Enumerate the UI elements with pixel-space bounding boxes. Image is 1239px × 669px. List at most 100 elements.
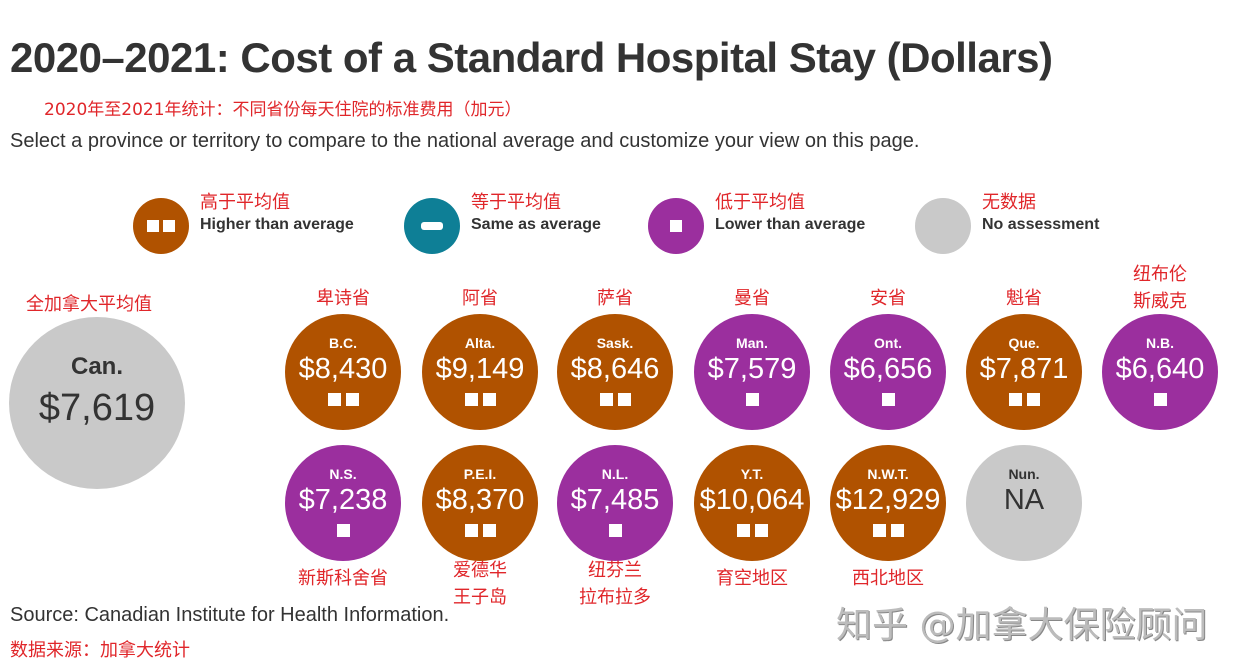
bubble-ns[interactable]: N.S. $7,238 xyxy=(285,445,401,561)
square-icon xyxy=(147,220,159,232)
square-icon xyxy=(736,524,750,537)
bubble-ont[interactable]: Ont. $6,656 xyxy=(830,314,946,430)
square-icon xyxy=(345,393,359,406)
square-icon xyxy=(482,524,496,537)
square-icon xyxy=(617,393,631,406)
region-label-chinese: 爱德华 王子岛 xyxy=(453,560,507,608)
square-icon xyxy=(327,393,341,406)
region-value: $6,640 xyxy=(1115,353,1205,385)
region-label-chinese: 纽芬兰 拉布拉多 xyxy=(579,560,651,608)
square-icon xyxy=(881,393,895,406)
region-value: $9,149 xyxy=(435,353,525,385)
region-abbr: Ont. xyxy=(874,335,902,351)
region-label-chinese: 西北地区 xyxy=(852,568,924,589)
bubble-nb[interactable]: N.B. $6,640 xyxy=(1102,314,1218,430)
square-icon xyxy=(1153,393,1167,406)
square-icon xyxy=(1008,393,1022,406)
region-label-chinese: 安省 xyxy=(870,288,906,309)
square-icon xyxy=(482,393,496,406)
legend-higher-label-chinese: 高于平均值 xyxy=(200,192,290,213)
bubble-yt[interactable]: Y.T. $10,064 xyxy=(694,445,810,561)
region-abbr: N.B. xyxy=(1146,335,1174,351)
square-icon xyxy=(608,524,622,537)
status-marks xyxy=(285,524,401,537)
subtitle-chinese: 2020年至2021年统计：不同省份每天住院的标准费用（加元） xyxy=(44,100,522,120)
region-value: $12,929 xyxy=(835,484,941,516)
region-value: $7,485 xyxy=(570,484,660,516)
square-icon xyxy=(872,524,886,537)
source-text-chinese: 数据来源：加拿大统计 xyxy=(10,640,190,661)
legend-lower-circle xyxy=(648,198,704,254)
region-value: $6,656 xyxy=(843,353,933,385)
status-marks xyxy=(557,393,673,406)
region-label-chinese: 育空地区 xyxy=(716,568,788,589)
region-abbr: Alta. xyxy=(464,335,496,351)
legend-same-circle xyxy=(404,198,460,254)
status-marks xyxy=(830,393,946,406)
bubble-nl[interactable]: N.L. $7,485 xyxy=(557,445,673,561)
status-marks xyxy=(1102,393,1218,406)
legend-none-circle xyxy=(915,198,971,254)
square-icon xyxy=(745,393,759,406)
region-abbr: N.L. xyxy=(601,466,629,482)
region-label-chinese: 曼省 xyxy=(734,288,770,309)
legend-none-label-chinese: 无数据 xyxy=(982,192,1036,213)
region-value: $10,064 xyxy=(699,484,805,516)
region-value: $8,370 xyxy=(435,484,525,516)
source-text: Source: Canadian Institute for Health In… xyxy=(10,604,450,626)
bubble-sask[interactable]: Sask. $8,646 xyxy=(557,314,673,430)
bubble-nwt[interactable]: N.W.T. $12,929 xyxy=(830,445,946,561)
status-marks xyxy=(830,524,946,537)
region-abbr: Y.T. xyxy=(740,466,764,482)
region-label-chinese: 阿省 xyxy=(462,288,498,309)
square-icon xyxy=(1026,393,1040,406)
page-title: 2020–2021: Cost of a Standard Hospital S… xyxy=(10,34,1053,81)
bubble-alta[interactable]: Alta. $9,149 xyxy=(422,314,538,430)
legend-higher-circle xyxy=(133,198,189,254)
status-marks xyxy=(557,524,673,537)
square-icon xyxy=(599,393,613,406)
legend-none-label: No assessment xyxy=(982,216,1100,233)
region-value: $7,871 xyxy=(979,353,1069,385)
status-marks xyxy=(285,393,401,406)
status-marks xyxy=(422,393,538,406)
intro-text: Select a province or territory to compar… xyxy=(10,130,920,152)
square-icon xyxy=(464,524,478,537)
region-value: NA xyxy=(1003,484,1045,516)
region-value: $8,646 xyxy=(570,353,660,385)
region-abbr: Que. xyxy=(1008,335,1040,351)
bubble-nun[interactable]: Nun. NA xyxy=(966,445,1082,561)
national-abbr: Can. xyxy=(70,353,123,380)
square-icon xyxy=(336,524,350,537)
region-label-chinese: 魁省 xyxy=(1006,288,1042,309)
square-icon xyxy=(464,393,478,406)
bubble-bc[interactable]: B.C. $8,430 xyxy=(285,314,401,430)
region-abbr: Sask. xyxy=(596,335,634,351)
status-marks xyxy=(694,524,810,537)
square-icon xyxy=(163,220,175,232)
national-average-bubble[interactable]: Can. $7,619 xyxy=(9,317,185,489)
region-abbr: B.C. xyxy=(329,335,357,351)
square-icon xyxy=(670,220,682,232)
region-abbr: N.S. xyxy=(329,466,357,482)
region-value: $7,579 xyxy=(707,353,797,385)
region-abbr: P.E.I. xyxy=(463,466,497,482)
watermark: 知乎 @加拿大保险顾问 xyxy=(836,605,1208,646)
bubble-que[interactable]: Que. $7,871 xyxy=(966,314,1082,430)
region-abbr: Nun. xyxy=(1008,466,1040,482)
region-abbr: Man. xyxy=(736,335,768,351)
legend-same-label: Same as average xyxy=(471,216,601,233)
region-label-chinese: 萨省 xyxy=(597,288,633,309)
status-marks xyxy=(966,393,1082,406)
bubble-pei[interactable]: P.E.I. $8,370 xyxy=(422,445,538,561)
region-label-chinese: 纽布伦 斯威克 xyxy=(1133,264,1187,312)
national-value: $7,619 xyxy=(38,387,156,429)
region-value: $8,430 xyxy=(298,353,388,385)
legend-lower-label: Lower than average xyxy=(715,216,866,233)
square-icon xyxy=(890,524,904,537)
bubble-man[interactable]: Man. $7,579 xyxy=(694,314,810,430)
region-label-chinese: 卑诗省 xyxy=(316,288,370,309)
region-label-chinese: 新斯科舍省 xyxy=(298,568,388,589)
legend-lower-label-chinese: 低于平均值 xyxy=(715,192,805,213)
